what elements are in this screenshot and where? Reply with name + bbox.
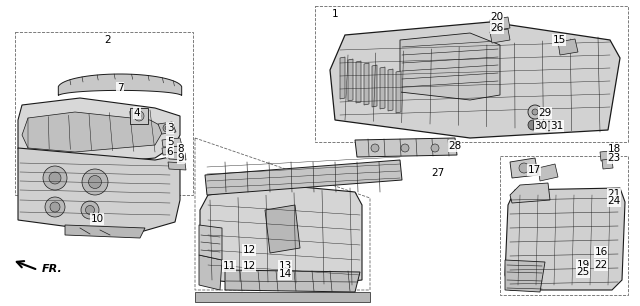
Polygon shape <box>356 61 361 103</box>
Text: 12: 12 <box>243 245 255 255</box>
Polygon shape <box>510 158 538 178</box>
Polygon shape <box>58 74 182 95</box>
Circle shape <box>81 201 99 219</box>
Text: 28: 28 <box>449 141 461 151</box>
Polygon shape <box>505 260 545 292</box>
Text: 31: 31 <box>550 121 564 131</box>
Polygon shape <box>22 112 165 152</box>
Circle shape <box>532 109 538 115</box>
Circle shape <box>86 206 95 215</box>
Circle shape <box>134 111 144 121</box>
Text: 5: 5 <box>166 137 173 147</box>
Text: 19: 19 <box>577 260 589 270</box>
Text: 26: 26 <box>490 23 504 33</box>
Text: 29: 29 <box>538 108 552 118</box>
Text: 4: 4 <box>134 108 140 118</box>
Polygon shape <box>490 29 510 43</box>
Polygon shape <box>355 138 457 157</box>
Polygon shape <box>348 59 353 101</box>
Text: 25: 25 <box>577 267 589 277</box>
Text: 30: 30 <box>534 121 548 131</box>
Text: 12: 12 <box>243 261 255 271</box>
Polygon shape <box>195 292 370 302</box>
Circle shape <box>50 202 60 212</box>
Polygon shape <box>380 67 385 109</box>
Text: 23: 23 <box>607 153 621 163</box>
Circle shape <box>82 169 108 195</box>
Circle shape <box>43 166 67 190</box>
Circle shape <box>163 124 171 132</box>
Circle shape <box>165 126 169 130</box>
Circle shape <box>45 197 65 217</box>
Text: 10: 10 <box>90 214 104 224</box>
Polygon shape <box>168 162 186 170</box>
Polygon shape <box>340 57 345 99</box>
Circle shape <box>431 144 439 152</box>
Text: 27: 27 <box>431 168 445 178</box>
Text: FR.: FR. <box>42 264 63 274</box>
Circle shape <box>519 163 529 173</box>
Text: 1: 1 <box>332 9 339 19</box>
Text: 11: 11 <box>222 261 236 271</box>
Polygon shape <box>558 39 578 55</box>
Circle shape <box>49 172 61 184</box>
Text: 24: 24 <box>607 196 621 206</box>
Polygon shape <box>18 148 180 235</box>
Polygon shape <box>545 121 556 131</box>
Polygon shape <box>372 65 377 107</box>
Polygon shape <box>199 225 222 260</box>
Text: 15: 15 <box>552 35 566 45</box>
Polygon shape <box>505 188 625 290</box>
Polygon shape <box>490 17 510 31</box>
Polygon shape <box>600 151 611 161</box>
Polygon shape <box>199 255 222 290</box>
Polygon shape <box>602 159 613 169</box>
Text: 16: 16 <box>595 247 607 257</box>
Circle shape <box>401 144 409 152</box>
Circle shape <box>371 144 379 152</box>
Circle shape <box>137 114 141 118</box>
Text: 21: 21 <box>607 189 621 199</box>
Polygon shape <box>205 160 402 195</box>
Polygon shape <box>388 69 393 111</box>
Polygon shape <box>396 71 401 113</box>
Polygon shape <box>510 183 550 203</box>
Circle shape <box>528 120 538 130</box>
Text: 18: 18 <box>607 144 621 154</box>
Polygon shape <box>200 185 362 288</box>
Text: 20: 20 <box>490 12 504 22</box>
Polygon shape <box>18 98 180 165</box>
Circle shape <box>528 105 542 119</box>
Polygon shape <box>538 164 558 181</box>
Polygon shape <box>162 138 182 147</box>
Polygon shape <box>265 205 300 253</box>
Polygon shape <box>162 146 182 155</box>
Text: 22: 22 <box>595 260 607 270</box>
Polygon shape <box>168 152 186 160</box>
Polygon shape <box>330 22 620 138</box>
Text: 9: 9 <box>178 153 184 163</box>
Polygon shape <box>65 225 145 238</box>
Polygon shape <box>364 63 369 105</box>
Text: 14: 14 <box>278 269 292 279</box>
Polygon shape <box>130 108 148 124</box>
Text: 3: 3 <box>166 123 173 133</box>
Text: 2: 2 <box>105 35 111 45</box>
Polygon shape <box>158 122 176 134</box>
Polygon shape <box>400 33 500 100</box>
Text: 13: 13 <box>278 261 292 271</box>
Text: 17: 17 <box>527 165 541 175</box>
Text: 6: 6 <box>166 147 173 157</box>
Polygon shape <box>225 270 360 292</box>
Text: 7: 7 <box>116 83 124 93</box>
Text: 8: 8 <box>178 144 184 154</box>
Circle shape <box>88 176 102 188</box>
